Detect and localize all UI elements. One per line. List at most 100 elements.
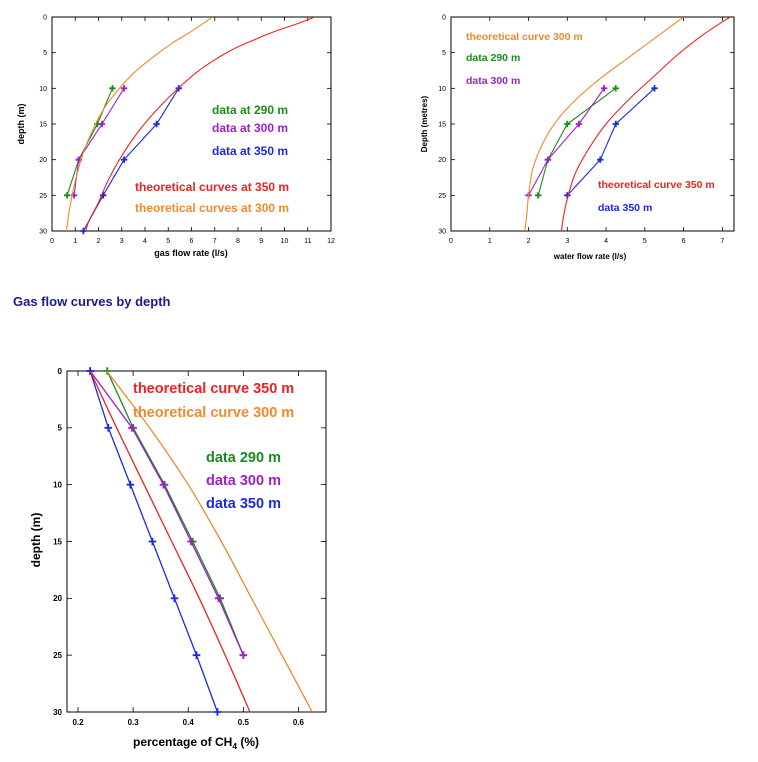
y-tick-label: 15	[53, 537, 62, 546]
x-tick-label: 0.2	[72, 718, 84, 727]
y-tick-label: 15	[39, 121, 47, 128]
plot-frame	[450, 16, 735, 232]
data-point-d350	[612, 120, 619, 128]
x-axis-label-subscript: 4	[232, 741, 237, 751]
section-heading: Gas flow curves by depth	[13, 294, 171, 309]
y-axis-label: Depth (metres)	[420, 95, 429, 152]
data-point-d300	[239, 651, 248, 659]
data-point-d290	[63, 192, 71, 199]
y-tick-label: 30	[438, 228, 446, 235]
x-tick-label: 0	[50, 238, 54, 245]
y-tick-label: 30	[53, 708, 62, 717]
data-point-d300	[120, 85, 128, 92]
series-line-d300	[73, 88, 125, 196]
y-tick-label: 25	[53, 651, 62, 660]
x-tick-label: 2	[97, 238, 101, 245]
series-label-d300: data 300 m	[466, 75, 520, 87]
data-point-d350	[80, 227, 87, 235]
series-label-d350: data at 350 m	[212, 144, 288, 158]
data-point-d350	[651, 85, 658, 92]
y-tick-label: 0	[58, 367, 63, 376]
series-label-d290: data 290 m	[206, 450, 281, 466]
y-tick-label: 5	[58, 424, 63, 433]
x-tick-label: 0.6	[293, 718, 305, 727]
x-axis-label-text: percentage of CH	[133, 735, 232, 749]
data-point-d300	[214, 594, 223, 603]
data-point-d290	[535, 192, 542, 199]
chart-ch4-percentage: 0.2 0.3 0.4 0.5 0.6 0 5 10 15 20 25 30 percentage of…	[29, 367, 327, 751]
x-tick-label: 0.3	[128, 718, 140, 727]
series-line-d350	[566, 87, 655, 196]
data-point-d300	[159, 480, 168, 489]
x-tick-label: 4	[604, 238, 608, 245]
data-point-d300	[128, 424, 136, 432]
series-line-d300	[528, 88, 605, 196]
x-tick-label: 6	[190, 238, 194, 245]
x-tick-label: 1	[488, 238, 492, 245]
x-tick-label: 2	[527, 238, 531, 245]
series-label-theory350: theoretical curve 350 m	[133, 381, 294, 397]
data-point-d300	[575, 120, 583, 128]
data-point-d300	[544, 156, 552, 163]
series-label-theory300: theoretical curve 300 m	[466, 31, 583, 43]
y-tick-label: 10	[53, 480, 62, 489]
y-tick-label: 20	[438, 157, 446, 164]
data-point-d290	[109, 85, 116, 92]
y-tick-label: 5	[43, 50, 47, 57]
x-tick-label: 8	[236, 238, 240, 245]
y-tick-label: 20	[53, 594, 62, 603]
data-point-d350	[104, 424, 113, 432]
data-point-d290	[564, 120, 571, 128]
series-label-d300: data at 300 m	[212, 121, 288, 135]
data-point-d290	[612, 85, 619, 92]
data-point-d350	[213, 708, 222, 716]
series-label-theory300: theoretical curves at 300 m	[135, 201, 289, 215]
series-label-theory300: theoretical curve 300 m	[133, 405, 294, 421]
series-label-theory350: theoretical curve 350 m	[598, 179, 715, 191]
y-tick-label: 20	[39, 157, 47, 164]
y-tick-label: 25	[438, 193, 446, 200]
data-point-d300	[187, 537, 195, 546]
plot-frame	[51, 16, 332, 232]
x-tick-label: 3	[565, 238, 569, 245]
series-line-d300	[89, 371, 244, 656]
x-tick-label: 12	[327, 238, 335, 245]
data-point-d350	[126, 480, 135, 489]
chart-water-flow: 0 1 2 3 4 5 6 7 0 5 10 15 20 25 30 water flow rate (l/s…	[420, 14, 735, 261]
y-tick-label: 5	[442, 50, 446, 57]
x-tick-label: 0.5	[238, 718, 250, 727]
x-tick-label: 10	[281, 238, 289, 245]
data-point-d350	[597, 156, 604, 163]
data-point-d350	[148, 537, 157, 546]
data-point-d300	[98, 120, 106, 128]
x-axis-label-text: water flow rate (l/s)	[553, 252, 627, 261]
x-axis-label-suffix: (%)	[237, 735, 259, 749]
y-axis-label: depth (m)	[16, 104, 26, 145]
x-tick-label: 0	[449, 238, 453, 245]
x-tick-label: 0.4	[183, 718, 195, 727]
x-axis-label-text: gas flow rate (l/s)	[154, 248, 228, 258]
x-tick-label: 11	[304, 238, 311, 245]
x-tick-label: 7	[213, 238, 217, 245]
series-label-d290: data at 290 m	[212, 103, 288, 117]
data-point-d350	[170, 594, 179, 603]
x-tick-label: 3	[120, 238, 124, 245]
x-tick-label: 4	[143, 238, 147, 245]
series-line-theory350	[89, 371, 251, 712]
data-point-d350	[153, 120, 160, 128]
x-axis-label: water flow rate (l/s)	[553, 252, 627, 261]
series-label-d300: data 300 m	[206, 473, 281, 489]
series-line-theory300	[65, 17, 213, 231]
x-tick-label: 1	[73, 238, 77, 245]
y-tick-label: 30	[39, 228, 47, 235]
y-tick-label: 10	[438, 86, 446, 93]
x-axis-label: percentage of CH4 (%)	[133, 735, 259, 751]
data-point-d350	[120, 156, 128, 163]
y-tick-label: 0	[442, 14, 446, 21]
data-point-d300	[600, 85, 608, 92]
y-tick-label: 15	[438, 121, 446, 128]
series-label-d290: data 290 m	[466, 52, 520, 64]
x-tick-label: 5	[643, 238, 647, 245]
series-label-d350: data 350 m	[206, 496, 281, 512]
